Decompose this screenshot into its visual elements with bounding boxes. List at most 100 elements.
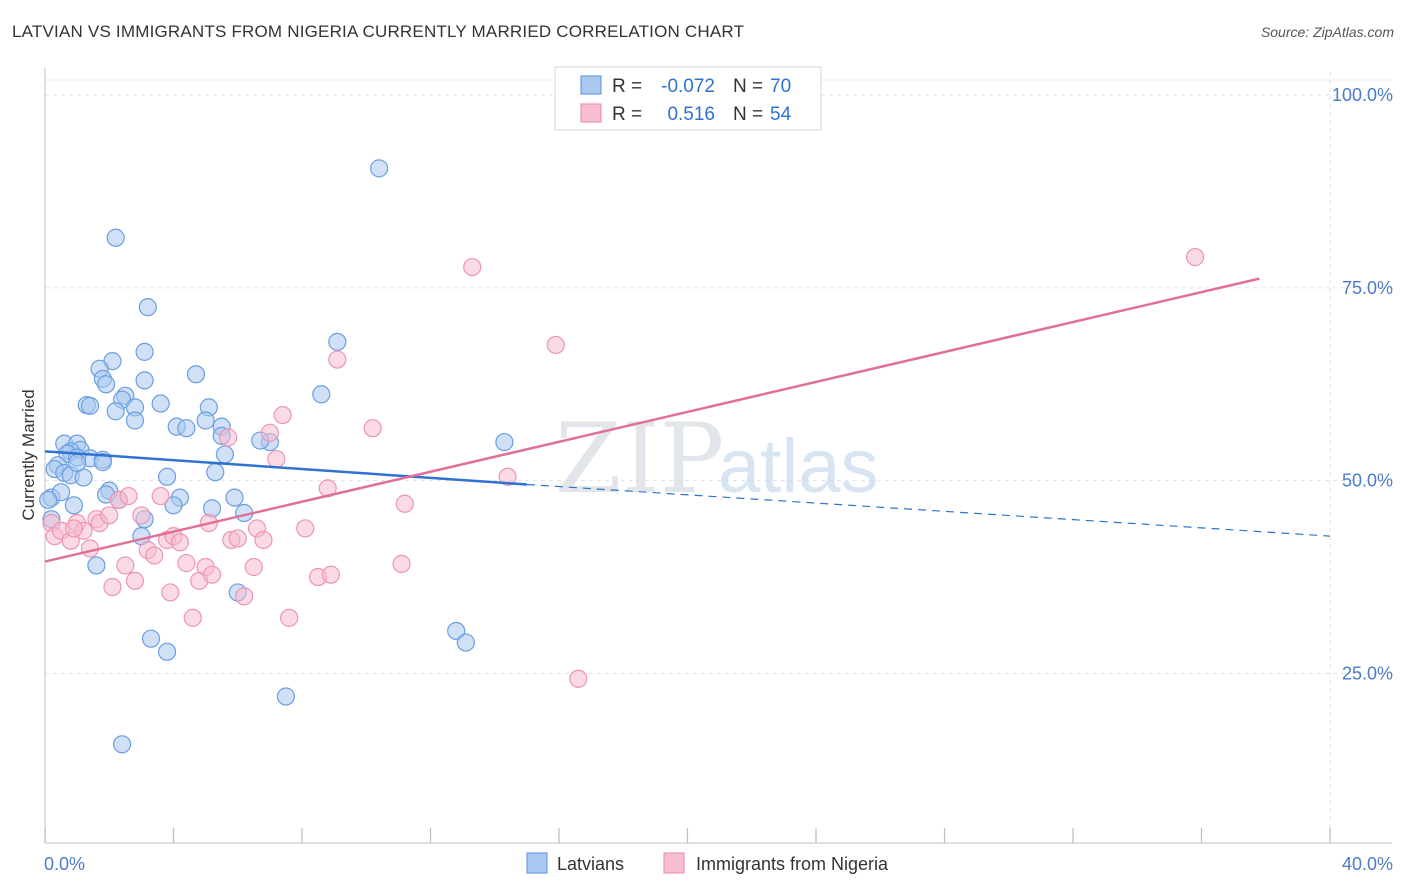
nigeria-point (546, 335, 565, 355)
trend-lines (44, 277, 1331, 563)
nigeria-point (202, 565, 222, 584)
nigeria-point (183, 608, 202, 627)
latvian-point (225, 488, 244, 507)
latvian-point (112, 735, 132, 754)
nigeria-point (100, 506, 119, 525)
x-tick-label-right: 40.0% (1342, 854, 1393, 874)
latvian-point (202, 499, 222, 518)
grid-lines (45, 72, 1392, 843)
nigeria-point (296, 519, 315, 538)
y-tick-label: 50.0% (1342, 471, 1393, 491)
nigeria-point (219, 428, 238, 447)
bottom-swatch-nigeria (663, 852, 685, 874)
legend-n-label-2: N = (733, 104, 763, 125)
legend-n-label-1: N = (733, 76, 763, 97)
legend-swatch-latvians (580, 75, 602, 95)
bottom-legend-latvians: Latvians (557, 854, 624, 874)
nigeria-point (228, 529, 247, 548)
watermark-atlas: atlas (718, 424, 879, 509)
latvians-trend-line (44, 450, 527, 486)
latvian-point (312, 385, 331, 404)
nigeria-point (498, 467, 517, 486)
nigeria-trend-line (44, 277, 1260, 563)
latvian-point (138, 298, 157, 317)
latvian-point (276, 687, 296, 706)
nigeria-point (321, 565, 341, 584)
nigeria-point (119, 486, 138, 506)
nigeria-point (177, 554, 196, 573)
series-legend: Latvians Immigrants from Nigeria (526, 852, 889, 874)
latvian-point (186, 365, 206, 384)
nigeria-point (267, 449, 286, 469)
latvian-point (456, 633, 475, 652)
latvian-point (80, 396, 100, 415)
latvian-point (164, 496, 183, 515)
latvian-point (206, 463, 225, 482)
nigeria-point (260, 423, 279, 442)
legend-r-label-1: R = (612, 76, 642, 97)
nigeria-point (569, 669, 588, 688)
nigeria-point (244, 557, 263, 577)
latvian-point (96, 375, 116, 394)
y-axis-label: Currently Married (19, 389, 38, 520)
latvian-point (93, 453, 112, 472)
nigeria-point (254, 530, 273, 550)
watermark: ZIP atlas (555, 403, 879, 515)
nigeria-point (273, 405, 292, 425)
watermark-zip: ZIP (555, 403, 724, 515)
nigeria-point (280, 608, 299, 627)
chart-source: Source: ZipAtlas.com (1260, 24, 1394, 40)
nigeria-point (116, 556, 135, 575)
chart-title: LATVIAN VS IMMIGRANTS FROM NIGERIA CURRE… (12, 22, 745, 41)
y-tick-label: 100.0% (1332, 85, 1393, 105)
nigeria-point (395, 494, 414, 513)
legend-swatch-nigeria (580, 103, 602, 123)
legend-r-value-2: 0.516 (667, 104, 715, 125)
nigeria-point (161, 583, 180, 602)
legend-n-value-2: 54 (770, 104, 792, 125)
legend-r-label-2: R = (612, 104, 642, 125)
latvian-point (87, 556, 106, 575)
nigeria-point (64, 519, 84, 538)
nigeria-point (151, 486, 170, 506)
y-tick-label: 25.0% (1342, 663, 1393, 683)
latvians-points (39, 159, 514, 754)
latvian-point (196, 411, 215, 430)
nigeria-points (42, 247, 1205, 688)
latvian-point (125, 411, 145, 430)
latvian-point (151, 394, 170, 413)
nigeria-point (392, 554, 411, 573)
latvian-point (157, 642, 177, 661)
latvian-point (495, 432, 514, 452)
nigeria-point (132, 506, 151, 525)
axes (44, 68, 1392, 844)
latvian-point (68, 453, 87, 472)
latvian-point (135, 371, 154, 390)
nigeria-point (103, 577, 122, 597)
latvian-point (370, 159, 389, 178)
nigeria-point (145, 546, 164, 565)
bottom-legend-nigeria: Immigrants from Nigeria (696, 854, 889, 874)
nigeria-point (363, 419, 382, 438)
tick-labels: 25.0% 50.0% 75.0% 100.0% 0.0% 40.0% (44, 85, 1393, 874)
latvian-point (39, 490, 58, 510)
latvian-point (215, 445, 234, 464)
nigeria-point (328, 350, 347, 369)
nigeria-point (235, 587, 254, 606)
latvian-point (135, 342, 154, 361)
latvian-point (177, 419, 196, 438)
stats-legend: R = -0.072 N = 70 R = 0.516 N = 54 (554, 66, 822, 131)
x-tick-label-left: 0.0% (44, 854, 85, 874)
latvian-point (64, 496, 84, 515)
nigeria-point (170, 533, 190, 552)
latvian-point (141, 629, 161, 648)
latvian-point (106, 402, 125, 421)
latvian-point (328, 332, 347, 351)
y-tick-label: 75.0% (1342, 278, 1393, 298)
nigeria-point (125, 571, 145, 590)
bottom-swatch-latvians (526, 852, 548, 874)
nigeria-point (1185, 247, 1205, 267)
latvian-point (106, 228, 125, 247)
legend-r-value-1: -0.072 (661, 76, 715, 97)
